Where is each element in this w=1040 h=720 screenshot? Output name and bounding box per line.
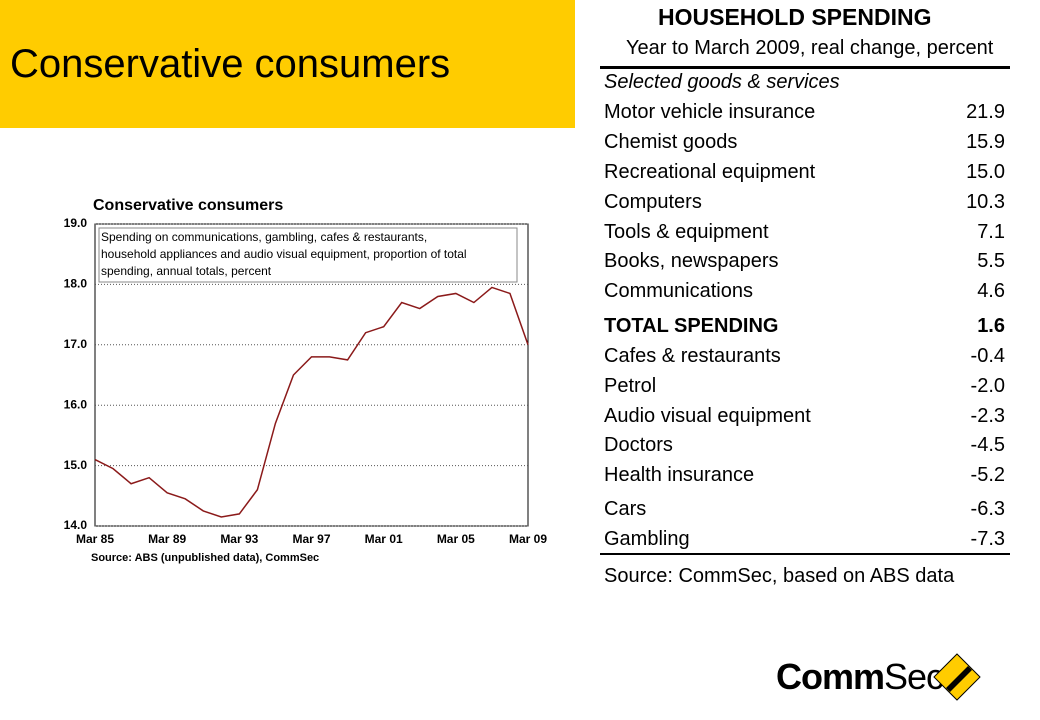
section-label: Selected goods & services xyxy=(604,71,840,93)
row-label: Petrol xyxy=(604,375,657,397)
table-source: Source: CommSec, based on ABS data xyxy=(604,565,955,587)
y-tick-label: 15.0 xyxy=(64,458,88,472)
row-label: Tools & equipment xyxy=(604,221,769,243)
chart-title: Conservative consumers xyxy=(93,197,283,214)
logo-bold: Comm xyxy=(776,656,885,697)
table-subtitle: Year to March 2009, real change, percent xyxy=(626,37,994,59)
chart-subtitle: household appliances and audio visual eq… xyxy=(101,247,467,261)
row-label: Computers xyxy=(604,191,702,213)
chart-source: Source: ABS (unpublished data), CommSec xyxy=(91,552,319,564)
row-value: 10.3 xyxy=(966,191,1005,213)
rule xyxy=(600,66,1010,69)
y-tick-label: 18.0 xyxy=(64,277,88,291)
y-tick-label: 14.0 xyxy=(64,518,88,532)
row-value: 1.6 xyxy=(977,315,1005,337)
data-line xyxy=(94,286,529,518)
y-tick-label: 17.0 xyxy=(64,337,88,351)
row-value: 21.9 xyxy=(966,101,1005,123)
x-tick-label: Mar 93 xyxy=(220,532,258,546)
row-label: Books, newspapers xyxy=(604,250,779,272)
x-tick-label: Mar 89 xyxy=(148,532,186,546)
row-value: 4.6 xyxy=(977,280,1005,302)
chart-subtitle: Spending on communications, gambling, ca… xyxy=(101,230,427,244)
row-value: -2.3 xyxy=(970,405,1005,427)
slide-title: Conservative consumers xyxy=(10,42,451,86)
table: HOUSEHOLD SPENDING Year to March 2009, re… xyxy=(600,0,1010,600)
row-value: 15.0 xyxy=(966,161,1005,183)
table-title: HOUSEHOLD SPENDING xyxy=(658,4,932,30)
chart-subtitle: spending, annual totals, percent xyxy=(101,264,272,278)
y-tick-label: 16.0 xyxy=(64,397,88,411)
logo-icon xyxy=(933,653,981,701)
row-label: Audio visual equipment xyxy=(604,405,811,427)
row-label: Cars xyxy=(604,498,647,520)
row-value: 5.5 xyxy=(977,250,1005,272)
y-tick-label: 19.0 xyxy=(64,216,88,230)
row-value: -5.2 xyxy=(970,464,1005,486)
x-tick-label: Mar 01 xyxy=(365,532,403,546)
x-tick-label: Mar 09 xyxy=(509,532,547,546)
row-label: Health insurance xyxy=(604,464,755,486)
row-value: -4.5 xyxy=(970,434,1005,456)
logo: CommSec xyxy=(776,656,944,698)
row-label: Recreational equipment xyxy=(604,161,816,183)
row-value: -6.3 xyxy=(970,498,1005,520)
row-label: Motor vehicle insurance xyxy=(604,101,816,123)
row-label: TOTAL SPENDING xyxy=(604,315,779,337)
row-value: 7.1 xyxy=(977,221,1005,243)
row-label: Cafes & restaurants xyxy=(604,345,781,367)
row-label: Doctors xyxy=(604,434,673,456)
row-label: Chemist goods xyxy=(604,131,738,153)
row-value: -2.0 xyxy=(970,375,1005,397)
x-tick-label: Mar 05 xyxy=(437,532,475,546)
title-banner: Conservative consumers xyxy=(0,0,575,128)
x-tick-label: Mar 85 xyxy=(76,532,114,546)
row-value: 15.9 xyxy=(966,131,1005,153)
row-value: -0.4 xyxy=(970,345,1005,367)
rule xyxy=(600,553,1010,555)
x-tick-label: Mar 97 xyxy=(292,532,330,546)
row-value: -7.3 xyxy=(970,528,1005,550)
chart: Conservative consumers Source: ABS (unpu… xyxy=(64,197,548,564)
row-label: Communications xyxy=(604,280,753,302)
row-label: Gambling xyxy=(604,528,690,550)
subtitle-box xyxy=(98,227,518,283)
